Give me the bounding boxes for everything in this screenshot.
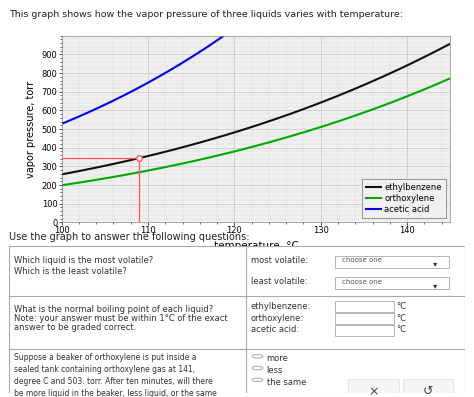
FancyBboxPatch shape [335,325,394,336]
ethylbenzene [290,110,296,115]
Line: ethylbenzene: ethylbenzene [62,44,450,174]
FancyBboxPatch shape [335,256,448,268]
ethylbenzene [269,118,275,123]
Text: °C: °C [396,314,406,323]
Line: acetic acid: acetic acid [62,0,450,124]
orthoxylene [243,146,249,151]
FancyBboxPatch shape [335,313,394,324]
Text: most volatile:: most volatile: [251,256,308,266]
acetic acid [243,17,249,22]
Text: choose one: choose one [342,257,382,263]
ethylbenzene [447,41,453,46]
Text: Use the graph to answer the following questions:: Use the graph to answer the following qu… [9,232,250,242]
Text: ×: × [368,385,379,397]
Text: °C: °C [396,326,406,334]
Legend: ethylbenzene, orthoxylene, acetic acid: ethylbenzene, orthoxylene, acetic acid [362,179,446,218]
Y-axis label: vapor pressure, torr: vapor pressure, torr [26,81,36,177]
Text: ethylbenzene:: ethylbenzene: [251,302,311,311]
Text: orthoxylene:: orthoxylene: [251,314,304,323]
orthoxylene [246,145,251,150]
FancyBboxPatch shape [348,379,399,393]
ethylbenzene [59,172,64,177]
Text: acetic acid:: acetic acid: [251,326,299,334]
acetic acid [269,0,275,2]
FancyBboxPatch shape [9,246,465,393]
X-axis label: temperature, °C: temperature, °C [213,241,299,251]
Text: This graph shows how the vapor pressure of three liquids varies with temperature: This graph shows how the vapor pressure … [9,10,403,19]
ethylbenzene [438,46,444,51]
ethylbenzene [243,126,249,131]
orthoxylene [377,104,383,109]
Text: What is the normal boiling point of each liquid?: What is the normal boiling point of each… [14,305,213,314]
ethylbenzene [246,125,251,130]
Text: more: more [266,354,289,363]
FancyBboxPatch shape [335,301,394,312]
Text: ▾: ▾ [433,281,437,290]
orthoxylene [438,80,444,85]
Text: choose one: choose one [342,279,382,285]
ethylbenzene [377,75,383,80]
orthoxylene [269,139,275,144]
Text: Suppose a beaker of orthoxylene is put inside a
sealed tank containing orthoxyle: Suppose a beaker of orthoxylene is put i… [14,353,217,397]
Text: °C: °C [396,302,406,311]
acetic acid [246,15,251,20]
Text: ▾: ▾ [433,259,437,268]
FancyBboxPatch shape [335,277,448,289]
Text: the same: the same [266,378,306,387]
Text: Note: your answer must be within 1°C of the exact: Note: your answer must be within 1°C of … [14,314,228,323]
Text: least volatile:: least volatile: [251,277,307,286]
orthoxylene [59,183,64,188]
Text: Which liquid is the most volatile?: Which liquid is the most volatile? [14,256,153,266]
Text: ↺: ↺ [423,385,433,397]
orthoxylene [290,133,296,138]
acetic acid [59,121,64,126]
orthoxylene [447,76,453,81]
Text: Which is the least volatile?: Which is the least volatile? [14,267,127,276]
Text: less: less [266,366,283,375]
FancyBboxPatch shape [403,379,453,393]
Text: answer to be graded correct.: answer to be graded correct. [14,322,137,331]
Line: orthoxylene: orthoxylene [62,78,450,185]
